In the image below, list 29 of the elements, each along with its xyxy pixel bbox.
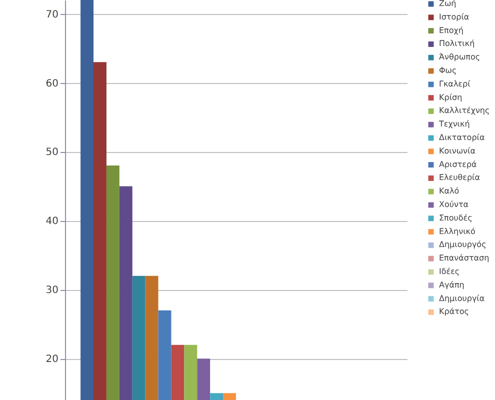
- legend-label: Σπουδές: [439, 213, 472, 222]
- legend-label: Κρίση: [439, 92, 462, 102]
- legend-label: Αριστερά: [439, 160, 477, 169]
- legend-label: Κοινωνία: [439, 146, 476, 156]
- y-tick-label: 60: [46, 78, 58, 90]
- legend-label: Γκαλερί: [439, 79, 471, 88]
- legend-label: Ελληνικό: [439, 226, 476, 236]
- y-tick-label: 30: [46, 285, 58, 296]
- legend-label: Αγάπη: [439, 280, 464, 290]
- y-tick-label: 70: [46, 9, 58, 20]
- legend-label: Κράτος: [439, 307, 470, 316]
- legend-label: Ιδέες: [439, 267, 460, 276]
- legend-label: Δικτατορία: [439, 133, 485, 142]
- y-tick-label: 50: [46, 147, 58, 158]
- legend-label: Επανάσταση: [439, 254, 490, 263]
- y-tick-label: 20: [46, 354, 58, 366]
- legend-label: Δημιουργός: [439, 240, 486, 250]
- legend-label: Ιστορία: [439, 12, 470, 22]
- legend-label: Καλό: [439, 186, 460, 196]
- legend-label: Φως: [439, 66, 457, 75]
- legend-label: Ελευθερία: [439, 173, 480, 182]
- legend-label: Καλλιτέχνης: [439, 106, 490, 116]
- legend-label: Πολιτική: [439, 39, 475, 48]
- y-tick-label: 40: [46, 216, 58, 228]
- legend-label: Άνθρωπος: [439, 52, 480, 62]
- legend-label: Χούντα: [439, 200, 469, 209]
- legend-label: Δημιουργία: [439, 294, 485, 303]
- legend-label: Τεχνική: [438, 120, 470, 129]
- legend-label: Εποχή: [439, 26, 464, 35]
